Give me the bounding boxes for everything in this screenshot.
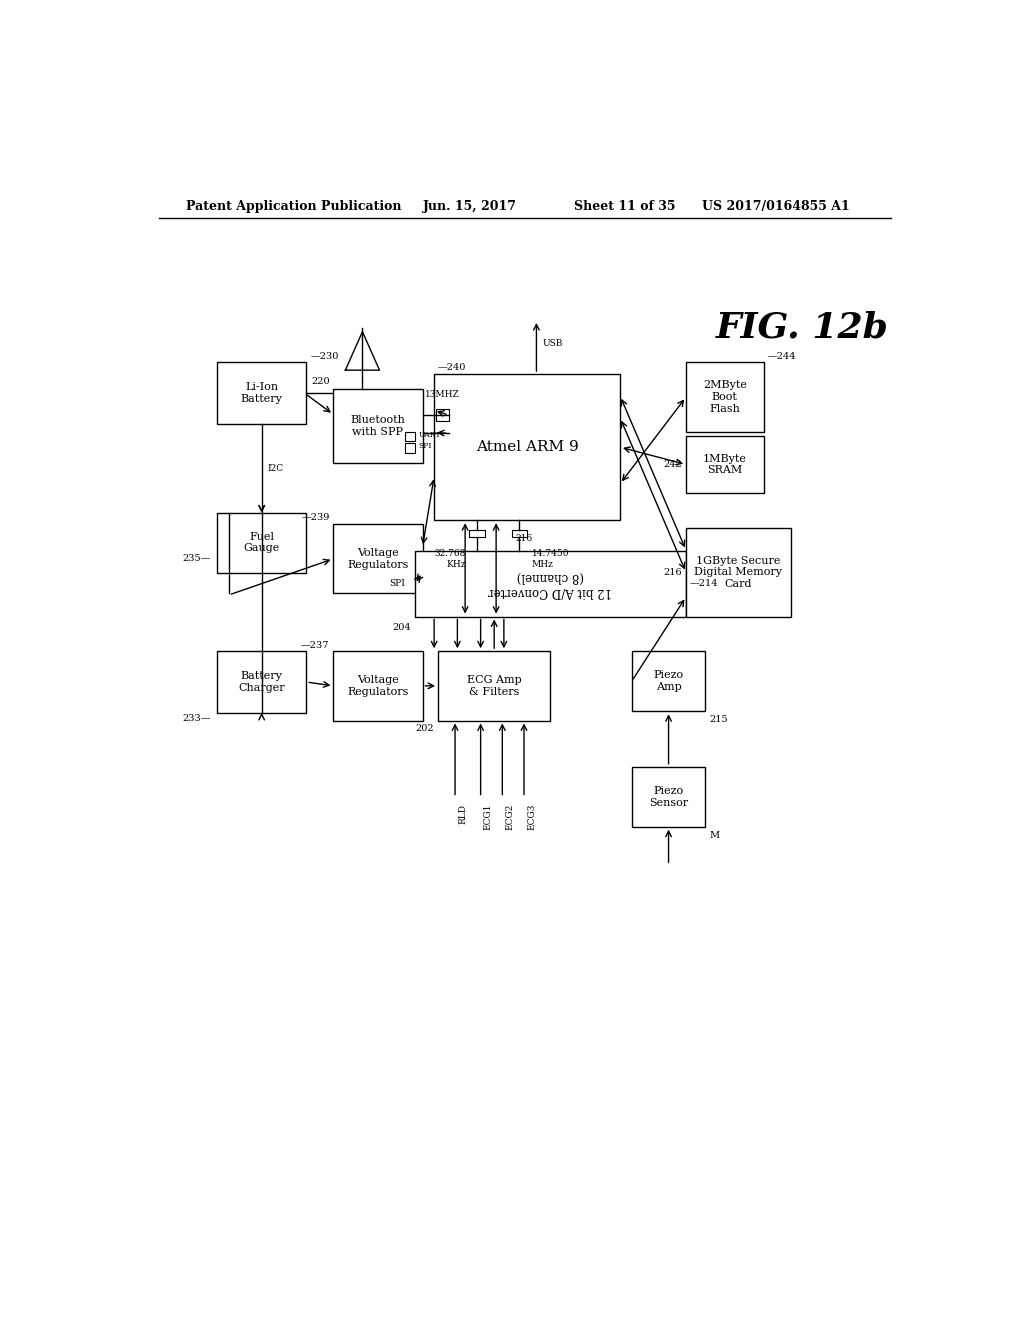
Text: RLD: RLD	[458, 804, 467, 824]
Bar	[686, 363, 764, 432]
Text: 216: 216	[515, 535, 532, 544]
Text: US 2017/0164855 A1: US 2017/0164855 A1	[701, 199, 849, 213]
Text: Voltage
Regulators: Voltage Regulators	[347, 548, 409, 570]
Text: 204: 204	[392, 623, 411, 632]
Text: 2MByte
Boot
Flash: 2MByte Boot Flash	[702, 380, 746, 413]
Text: 215: 215	[710, 715, 728, 725]
Text: ECG2: ECG2	[506, 804, 514, 830]
Text: ECG Amp
& Filters: ECG Amp & Filters	[467, 675, 521, 697]
Text: —214: —214	[690, 579, 719, 589]
Text: SPI: SPI	[419, 442, 432, 450]
Bar	[334, 389, 423, 462]
Text: 1MByte
SRAM: 1MByte SRAM	[702, 454, 746, 475]
Text: Voltage
Regulators: Voltage Regulators	[347, 675, 409, 697]
Text: 32.768
KHz: 32.768 KHz	[434, 549, 466, 569]
Text: Li-Ion
Battery: Li-Ion Battery	[241, 383, 283, 404]
Text: 12 bit A/D Converter
(8 channel): 12 bit A/D Converter (8 channel)	[488, 570, 612, 598]
Bar	[686, 436, 764, 494]
Text: Atmel ARM 9: Atmel ARM 9	[476, 440, 579, 454]
Bar	[632, 651, 706, 711]
Bar	[415, 552, 686, 616]
Text: 14.7450
MHz: 14.7450 MHz	[531, 549, 569, 569]
Text: FIG. 12b: FIG. 12b	[716, 310, 889, 345]
Text: UART: UART	[419, 430, 441, 438]
Text: 1GByte Secure
Digital Memory
Card: 1GByte Secure Digital Memory Card	[694, 556, 782, 589]
Text: SPI: SPI	[389, 579, 406, 589]
Bar	[217, 363, 306, 424]
Text: 235—: 235—	[182, 553, 211, 562]
Text: ECG3: ECG3	[527, 804, 537, 830]
Bar	[686, 528, 791, 616]
Text: —244: —244	[767, 352, 796, 360]
Bar	[217, 651, 306, 713]
Text: 202: 202	[416, 725, 434, 734]
Text: Piezo
Sensor: Piezo Sensor	[649, 785, 688, 808]
Bar	[406, 444, 415, 453]
Text: —239: —239	[301, 513, 330, 523]
Text: I2C: I2C	[268, 463, 284, 473]
Text: Fuel
Gauge: Fuel Gauge	[244, 532, 280, 553]
Text: —230: —230	[310, 352, 339, 360]
Bar	[406, 432, 415, 441]
Bar	[217, 512, 306, 573]
Text: —240: —240	[438, 363, 466, 372]
Bar	[334, 651, 423, 721]
Text: Patent Application Publication: Patent Application Publication	[186, 199, 401, 213]
Text: Bluetooth
with SPP: Bluetooth with SPP	[350, 416, 406, 437]
Text: —237: —237	[301, 640, 330, 649]
Text: M: M	[710, 830, 720, 840]
Text: Battery
Charger: Battery Charger	[239, 671, 285, 693]
Bar	[438, 651, 550, 721]
Bar	[434, 374, 621, 520]
Text: 13MHZ: 13MHZ	[425, 391, 460, 400]
Bar	[436, 409, 449, 421]
Text: 216: 216	[664, 568, 682, 577]
Bar	[512, 529, 527, 537]
Bar	[334, 524, 423, 594]
Bar	[632, 767, 706, 826]
Text: 233—: 233—	[182, 714, 211, 723]
Text: 242: 242	[664, 459, 682, 469]
Text: Piezo
Amp: Piezo Amp	[653, 671, 684, 692]
Text: USB: USB	[543, 339, 563, 347]
Text: Jun. 15, 2017: Jun. 15, 2017	[423, 199, 516, 213]
Bar	[469, 529, 484, 537]
Text: 220: 220	[311, 378, 330, 387]
Text: Sheet 11 of 35: Sheet 11 of 35	[573, 199, 675, 213]
Text: ECG1: ECG1	[483, 804, 493, 830]
